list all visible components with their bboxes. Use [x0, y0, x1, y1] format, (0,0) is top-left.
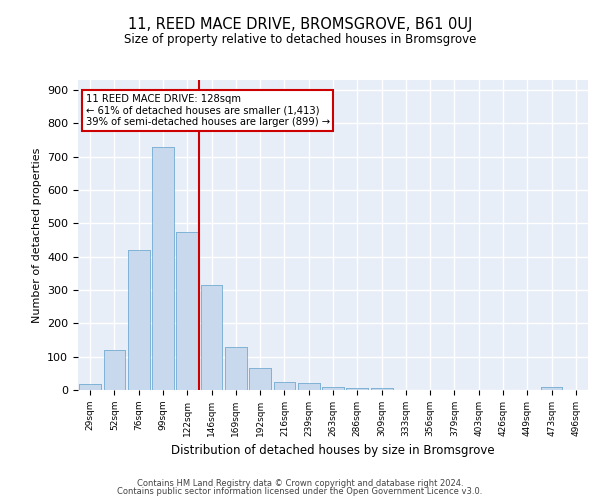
Bar [225, 346, 247, 390]
Bar [274, 382, 295, 390]
Bar [249, 368, 271, 390]
Bar [249, 368, 271, 390]
Bar [274, 382, 295, 390]
Bar [346, 388, 368, 390]
Text: Contains HM Land Registry data © Crown copyright and database right 2024.: Contains HM Land Registry data © Crown c… [137, 478, 463, 488]
Bar [176, 232, 198, 390]
Text: 11 REED MACE DRIVE: 128sqm
← 61% of detached houses are smaller (1,413)
39% of s: 11 REED MACE DRIVE: 128sqm ← 61% of deta… [86, 94, 330, 127]
Bar [79, 384, 101, 390]
Bar [128, 250, 149, 390]
Bar [346, 388, 368, 390]
Bar [152, 146, 174, 390]
Bar [104, 350, 125, 390]
Bar [371, 388, 392, 390]
Bar [104, 350, 125, 390]
Y-axis label: Number of detached properties: Number of detached properties [32, 148, 41, 322]
Bar [322, 388, 344, 390]
Bar [298, 384, 320, 390]
Bar [128, 250, 149, 390]
Bar [200, 285, 223, 390]
Bar [225, 346, 247, 390]
Text: Contains public sector information licensed under the Open Government Licence v3: Contains public sector information licen… [118, 487, 482, 496]
Bar [79, 384, 101, 390]
Bar [541, 388, 562, 390]
Bar [152, 146, 174, 390]
Text: Size of property relative to detached houses in Bromsgrove: Size of property relative to detached ho… [124, 32, 476, 46]
Bar [176, 232, 198, 390]
Text: 11, REED MACE DRIVE, BROMSGROVE, B61 0UJ: 11, REED MACE DRIVE, BROMSGROVE, B61 0UJ [128, 18, 472, 32]
Bar [371, 388, 392, 390]
X-axis label: Distribution of detached houses by size in Bromsgrove: Distribution of detached houses by size … [171, 444, 495, 458]
Bar [322, 388, 344, 390]
Bar [200, 285, 223, 390]
Bar [541, 388, 562, 390]
Bar [298, 384, 320, 390]
